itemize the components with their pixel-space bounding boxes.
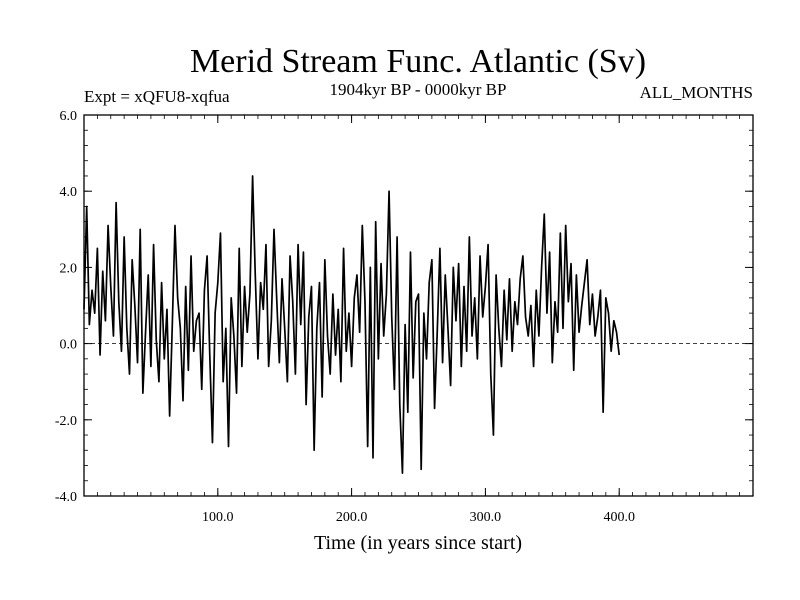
y-tick-label: -4.0 (55, 490, 77, 505)
x-tick-label: 200.0 (336, 510, 368, 525)
series-line (83, 175, 621, 474)
y-tick-label: 2.0 (60, 261, 78, 276)
chart-ticks-layer: -4.0 -2.0 0.0 2.0 4.0 6.0 100.0 200.0 300.0 400.0 (55, 109, 753, 525)
y-tick-label: -2.0 (55, 414, 77, 429)
experiment-label: Expt = xQFU8-xqfua (84, 87, 230, 106)
x-tick-label: 100.0 (202, 510, 234, 525)
x-axis-label: Time (in years since start) (314, 532, 522, 554)
y-tick-label: 0.0 (60, 338, 78, 353)
time-range-label: 1904kyr BP - 0000kyr BP (330, 80, 507, 99)
months-label: ALL_MONTHS (640, 83, 753, 102)
y-tick-label: 4.0 (60, 185, 78, 200)
y-tick-label: 6.0 (60, 109, 78, 124)
x-tick-label: 300.0 (470, 510, 502, 525)
chart-title: Merid Stream Func. Atlantic (Sv) (190, 43, 646, 80)
chart-series-layer (83, 175, 621, 474)
x-tick-label: 400.0 (603, 510, 635, 525)
